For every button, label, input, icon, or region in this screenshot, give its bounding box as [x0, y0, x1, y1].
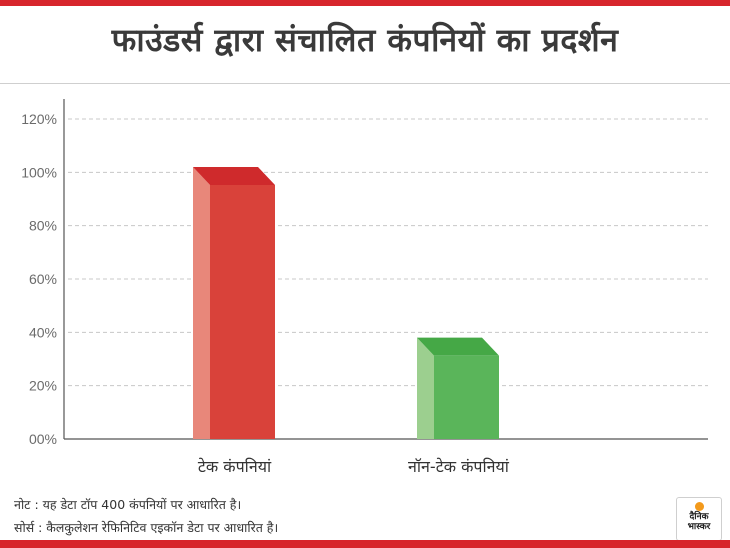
dainik-bhaskar-logo: दैनिक भास्कर [676, 497, 722, 541]
bars [193, 167, 499, 439]
grid-lines [68, 118, 708, 387]
title-divider [0, 83, 730, 84]
bar-side-face [417, 337, 434, 439]
top-accent-bar [0, 0, 730, 6]
y-tick-label: 120% [21, 111, 57, 127]
y-tick-label: 100% [21, 164, 57, 180]
y-tick-label: 80% [29, 218, 57, 234]
logo-line2: भास्कर [687, 522, 711, 532]
bar-front-face [210, 185, 275, 439]
bar [417, 337, 499, 439]
sun-icon [694, 502, 704, 511]
y-tick-label: 60% [29, 271, 57, 287]
footer-note: नोट : यह डेटा टॉप 400 कंपनियों पर आधारित… [14, 497, 242, 512]
y-tick-label: 40% [29, 324, 57, 340]
bar-chart: 00% 20% 40% 60% 80% 100% 120% टेक कंपनियां नॉन-… [21, 99, 708, 476]
bar-front-face [434, 355, 499, 439]
bar [193, 167, 275, 439]
y-axis-ticks: 00% 20% 40% 60% 80% 100% 120% [21, 111, 57, 447]
bottom-accent-bar [0, 540, 730, 548]
category-label: टेक कंपनियां [198, 457, 272, 476]
footer-source: सोर्स : कैलकुलेशन रेफिनिटिव एइकॉन डेटा प… [14, 520, 279, 535]
y-tick-label: 00% [29, 431, 57, 447]
logo-line1: दैनिक [689, 512, 709, 522]
chart-title: फाउंडर्स द्वारा संचालित कंपनियों का प्रद… [111, 21, 619, 59]
category-labels: टेक कंपनियां नॉन-टेक कंपनियां [198, 457, 510, 476]
bar-top-face [193, 167, 275, 185]
category-label: नॉन-टेक कंपनियां [408, 457, 510, 476]
bar-side-face [193, 167, 210, 439]
y-tick-label: 20% [29, 378, 57, 394]
bar-top-face [417, 337, 499, 356]
